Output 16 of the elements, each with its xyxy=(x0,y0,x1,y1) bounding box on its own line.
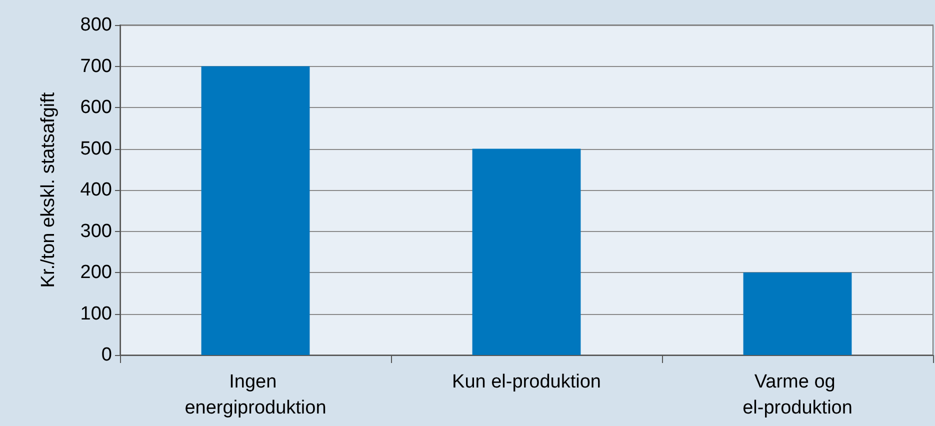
y-tick-label: 600 xyxy=(80,97,112,118)
y-tick-label: 700 xyxy=(80,56,112,77)
y-tick-label: 200 xyxy=(80,262,112,283)
y-tick-label: 500 xyxy=(80,138,112,160)
x-tick-label: Ingen energiproduktion xyxy=(184,372,326,418)
bar xyxy=(743,272,852,355)
bar xyxy=(472,148,581,355)
x-tick-label: Varme og el-produktion xyxy=(742,372,852,418)
y-tick-label: 400 xyxy=(80,180,112,200)
x-tick-label: Kun el-produktion xyxy=(452,372,601,392)
y-axis-title: Kr./ton ekskl. statsafgift xyxy=(38,92,59,288)
y-tick-label: 800 xyxy=(80,14,112,36)
y-tick-label: 0 xyxy=(101,344,112,366)
y-tick-label: 100 xyxy=(80,303,112,324)
bar xyxy=(201,66,310,355)
y-tick-label: 300 xyxy=(80,220,112,242)
